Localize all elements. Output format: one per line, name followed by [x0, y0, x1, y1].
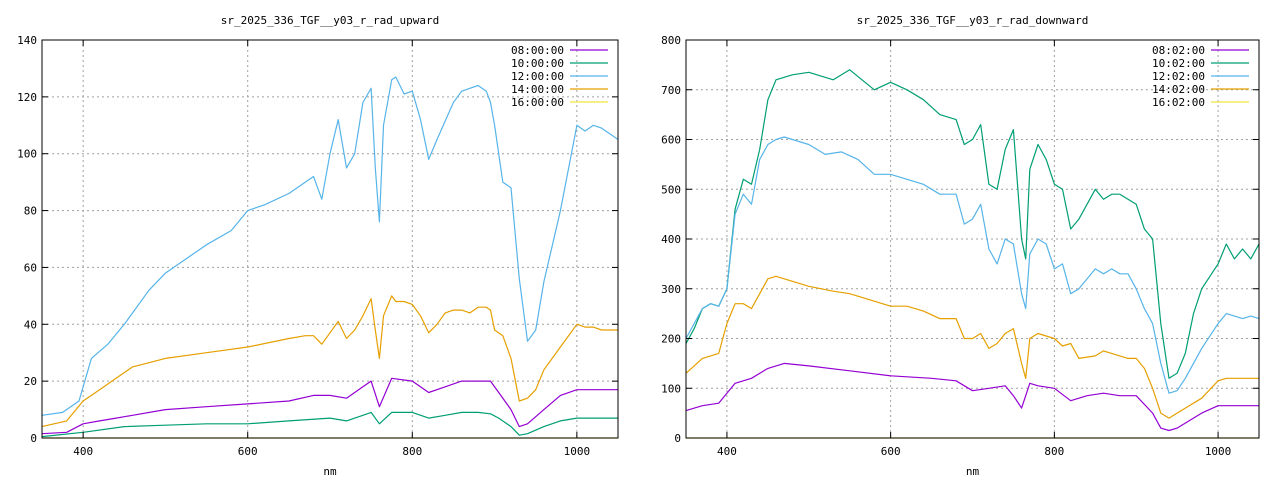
y-tick-label: 80: [24, 205, 37, 218]
x-tick-label: 800: [402, 445, 422, 458]
legend-label: 08:02:00: [1152, 44, 1205, 57]
y-tick-label: 140: [17, 34, 37, 47]
x-tick-label: 600: [881, 445, 901, 458]
x-tick-label: 400: [73, 445, 93, 458]
series-line-08:00:00: [41, 377, 618, 435]
x-tick-label: 400: [717, 445, 737, 458]
legend-label: 10:02:00: [1152, 57, 1205, 70]
series-line-10:02:00: [685, 69, 1260, 379]
y-tick-label: 200: [661, 333, 681, 346]
series-line-08:02:00: [685, 362, 1259, 432]
legend-label: 10:00:00: [511, 57, 564, 70]
plot-frame: [41, 39, 619, 439]
x-axis-label: nm: [966, 465, 980, 478]
y-tick-label: 20: [24, 375, 37, 388]
y-tick-label: 800: [661, 34, 681, 47]
y-tick-label: 60: [24, 261, 37, 274]
y-tick-label: 120: [17, 91, 37, 104]
legend-label: 16:00:00: [511, 96, 564, 109]
x-tick-label: 1000: [1205, 445, 1232, 458]
y-tick-label: 100: [17, 148, 37, 161]
x-axis-label: nm: [323, 465, 337, 478]
y-tick-label: 40: [24, 318, 37, 331]
y-tick-label: 300: [661, 283, 681, 296]
chart-title: sr_2025_336_TGF__y03_r_rad_downward: [857, 14, 1089, 27]
chart-title: sr_2025_336_TGF__y03_r_rad_upward: [221, 14, 440, 27]
y-tick-label: 0: [674, 432, 681, 445]
series-line-10:00:00: [41, 411, 618, 438]
series-line-12:02:00: [685, 136, 1260, 394]
legend-label: 12:00:00: [511, 70, 564, 83]
y-tick-label: 400: [661, 233, 681, 246]
series-line-12:00:00: [41, 76, 619, 416]
x-tick-label: 1000: [564, 445, 591, 458]
chart-panel-1: 0 20 40 60 80 100 120 140 400 600 800 1000 sr_2025_3…: [17, 14, 619, 478]
x-tick-label: 600: [238, 445, 258, 458]
legend-label: 16:02:00: [1152, 96, 1205, 109]
chart-panel-2: 0 100 200 300 400 500 600 700 800 400 600 800 1000 sr…: [661, 14, 1260, 478]
legend-label: 08:00:00: [511, 44, 564, 57]
legend-label: 14:00:00: [511, 83, 564, 96]
x-tick-label: 800: [1044, 445, 1064, 458]
y-tick-label: 700: [661, 84, 681, 97]
legend-label: 14:02:00: [1152, 83, 1205, 96]
series-line-14:00:00: [41, 295, 618, 428]
legend-label: 12:02:00: [1152, 70, 1205, 83]
series-line-14:02:00: [685, 275, 1259, 419]
y-tick-label: 0: [30, 432, 37, 445]
y-tick-label: 500: [661, 183, 681, 196]
y-tick-label: 600: [661, 134, 681, 147]
y-tick-label: 100: [661, 382, 681, 395]
